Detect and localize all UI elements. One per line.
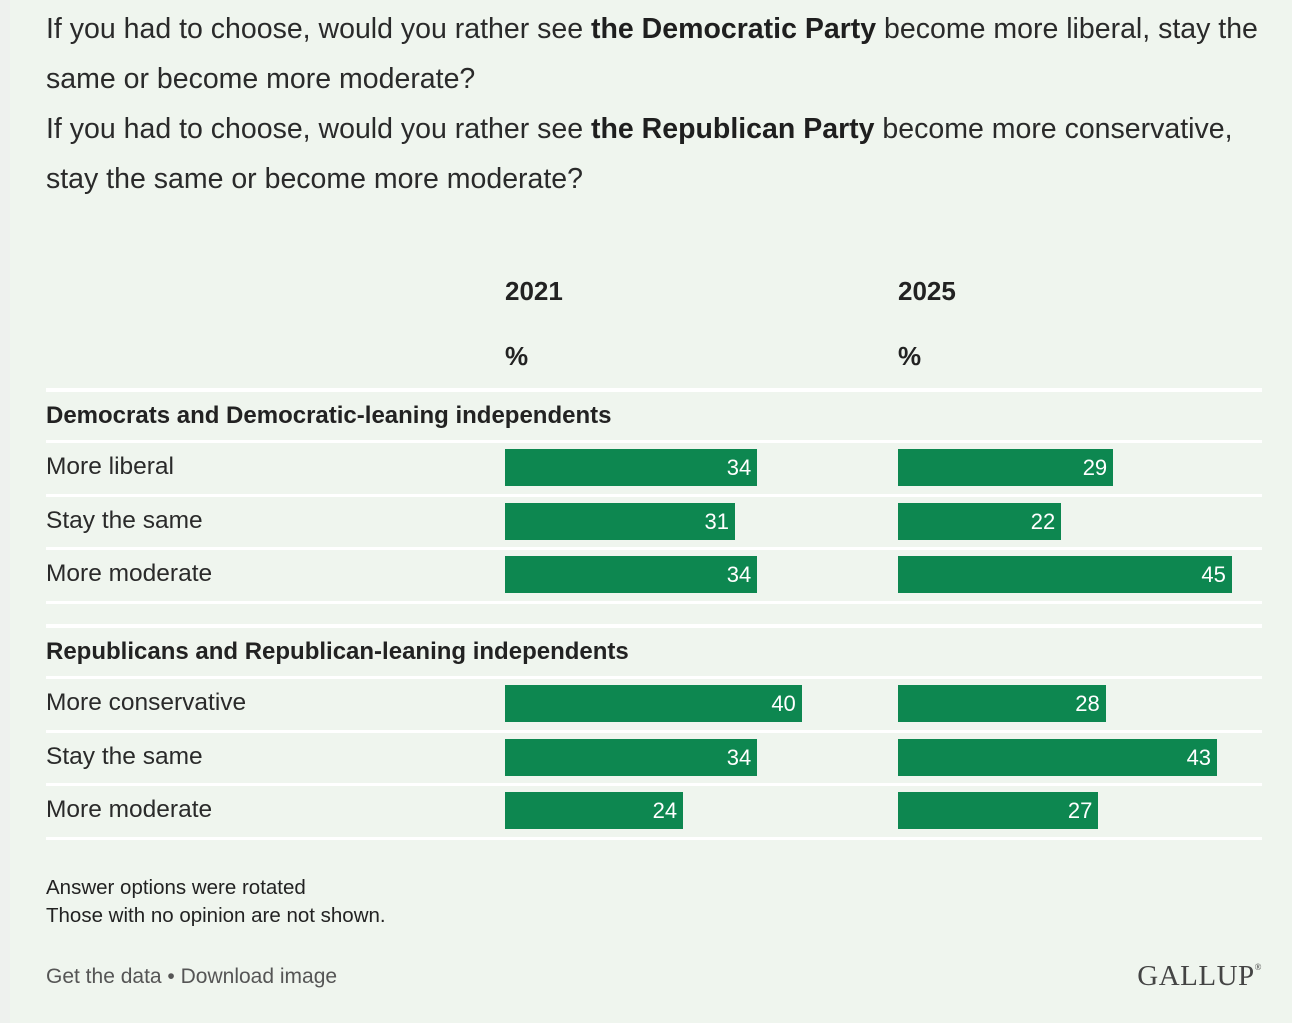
bar: 24	[505, 792, 684, 829]
bar-value-label: 27	[1067, 798, 1093, 823]
group-separator	[46, 388, 1262, 392]
row-label: More liberal	[46, 453, 174, 480]
bar-value-label: 34	[726, 744, 752, 770]
column-unit-2025: %	[898, 341, 922, 371]
row-separator	[46, 783, 1262, 786]
bar-value-label: 28	[1075, 691, 1100, 716]
question-text: If you had to choose, would you rather s…	[46, 113, 592, 145]
row-label: Stay the same	[46, 742, 203, 770]
bar: 31	[505, 502, 736, 540]
question-democratic: If you had to choose, would you rather s…	[46, 4, 1271, 104]
chart-question: If you had to choose, would you rather s…	[46, 4, 1271, 204]
get-data-link[interactable]: Get the data	[46, 965, 162, 988]
bar: 29	[898, 449, 1114, 486]
column-unit-2021: %	[505, 341, 529, 371]
brand-mark: ®	[1254, 962, 1262, 972]
group-title: Republicans and Republican-leaning indep…	[46, 638, 629, 665]
bar: 22	[898, 502, 1062, 540]
row-separator	[46, 547, 1262, 550]
row-separator	[46, 493, 1262, 497]
column-year-2021: 2021	[505, 276, 563, 306]
question-text: become more conservative, stay the same …	[46, 113, 1233, 195]
row-separator	[46, 600, 1262, 604]
bar-value-label: 24	[652, 798, 678, 823]
gallup-logo: GALLUP®	[1137, 960, 1262, 993]
question-text: become more liberal, stay the same or be…	[46, 13, 1258, 95]
question-text: If you had to choose, would you rather s…	[46, 13, 592, 45]
group-title: Democrats and Democratic-leaning indepen…	[46, 402, 612, 429]
note-no-opinion: Those with no opinion are not shown.	[46, 904, 386, 927]
bar-value-label: 34	[726, 562, 752, 587]
row-separator	[46, 440, 1262, 443]
row-separator	[46, 729, 1262, 733]
download-image-link[interactable]: Download image	[180, 965, 338, 988]
bar: 45	[898, 556, 1232, 593]
row-label: More moderate	[46, 560, 213, 587]
question-republican: If you had to choose, would you rather s…	[46, 104, 1271, 204]
brand-name: GALLUP	[1137, 960, 1255, 992]
bar: 34	[505, 738, 758, 776]
bar: 28	[898, 685, 1106, 722]
bar-value-label: 45	[1201, 562, 1226, 587]
row-label: More conservative	[46, 689, 247, 716]
bar-value-label: 29	[1082, 455, 1108, 480]
question-emphasis: the Republican Party	[591, 113, 875, 145]
question-emphasis: the Democratic Party	[591, 13, 877, 45]
group-separator	[46, 624, 1262, 628]
row-label: More moderate	[46, 796, 213, 823]
bar-value-label: 43	[1186, 744, 1212, 770]
row-label: Stay the same	[46, 506, 203, 534]
bar: 34	[505, 449, 758, 486]
row-separator	[46, 836, 1262, 840]
footer-separator: •	[161, 965, 181, 988]
bar-value-label: 31	[704, 508, 730, 534]
bar: 43	[898, 738, 1218, 776]
note-rotated: Answer options were rotated	[46, 876, 306, 899]
footer-links: Get the data • Download image	[46, 965, 337, 989]
bar: 27	[898, 792, 1099, 829]
column-year-2025: 2025	[898, 276, 956, 306]
row-separator	[46, 676, 1262, 679]
bar: 40	[505, 685, 802, 722]
bar: 34	[505, 556, 758, 593]
bar-value-label: 40	[771, 691, 796, 716]
bar-value-label: 34	[726, 455, 752, 480]
bar-value-label: 22	[1030, 508, 1056, 534]
